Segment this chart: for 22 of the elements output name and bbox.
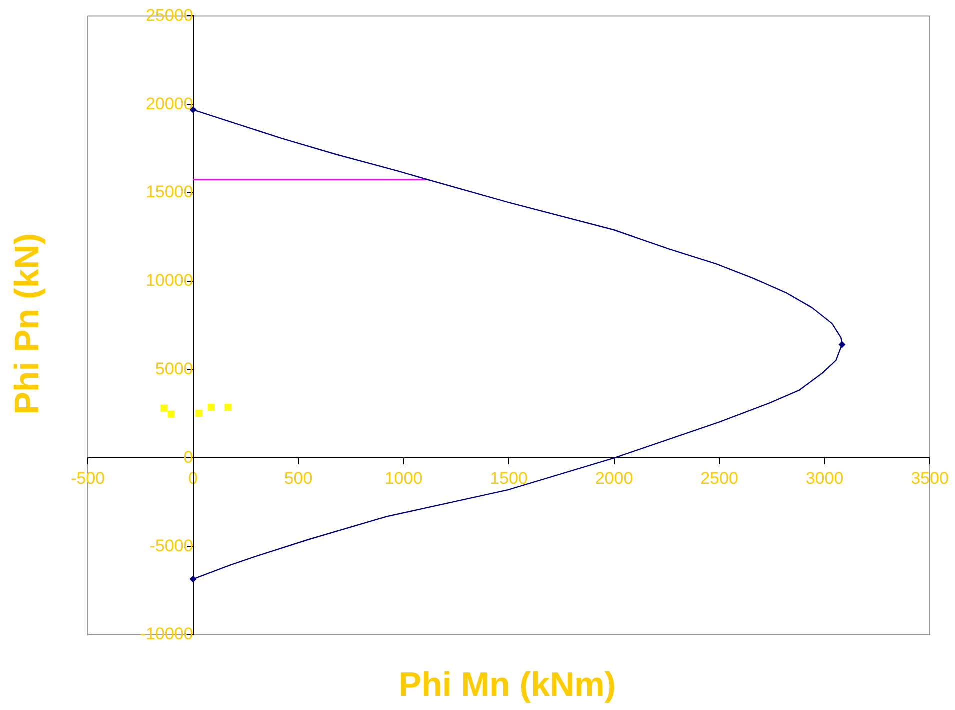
point	[208, 404, 215, 411]
x-tick-label: 3000	[806, 469, 844, 488]
x-tick-label: 1500	[490, 469, 528, 488]
y-tick-label: -5000	[150, 536, 194, 556]
x-tick-label: 500	[284, 469, 313, 488]
y-tick-label: 10000	[146, 271, 194, 290]
y-tick-label: 15000	[146, 182, 194, 202]
point	[224, 404, 232, 411]
point	[196, 410, 203, 418]
point	[168, 410, 175, 418]
x-tick-label: 3500	[911, 469, 949, 488]
point	[160, 404, 168, 412]
y-tick-label: 5000	[155, 359, 194, 378]
y-tick-label: 25000	[146, 6, 194, 25]
y-tick-label: -10000	[140, 624, 194, 644]
x-tick-label: 1000	[384, 469, 423, 488]
x-tick-label: 2500	[700, 469, 738, 488]
x-tick-label: -500	[70, 469, 106, 488]
y-tick-label: 20000	[146, 94, 194, 114]
y-axis-title: Phi Pn (kN)	[8, 233, 48, 415]
x-tick-label: 2000	[595, 469, 634, 488]
x-axis-title: Phi Mn (kNm)	[398, 666, 618, 705]
